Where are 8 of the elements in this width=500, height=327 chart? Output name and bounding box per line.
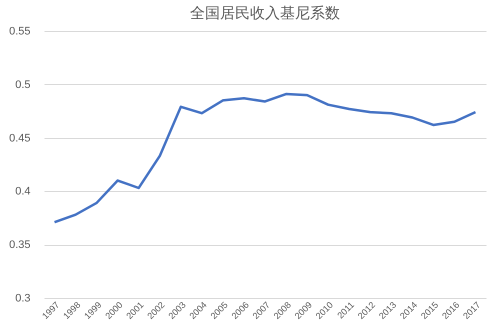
- y-tick-label: 0.35: [9, 239, 30, 252]
- y-tick-label: 0.5: [15, 78, 30, 91]
- y-tick-label: 0.3: [15, 292, 30, 304]
- y-tick-label: 0.55: [9, 26, 30, 38]
- chart-title: 全国居民收入基尼系数: [190, 4, 340, 22]
- line-series: [53, 92, 477, 224]
- y-tick-label: 0.45: [9, 132, 30, 144]
- y-tick-label: 0.4: [15, 186, 30, 198]
